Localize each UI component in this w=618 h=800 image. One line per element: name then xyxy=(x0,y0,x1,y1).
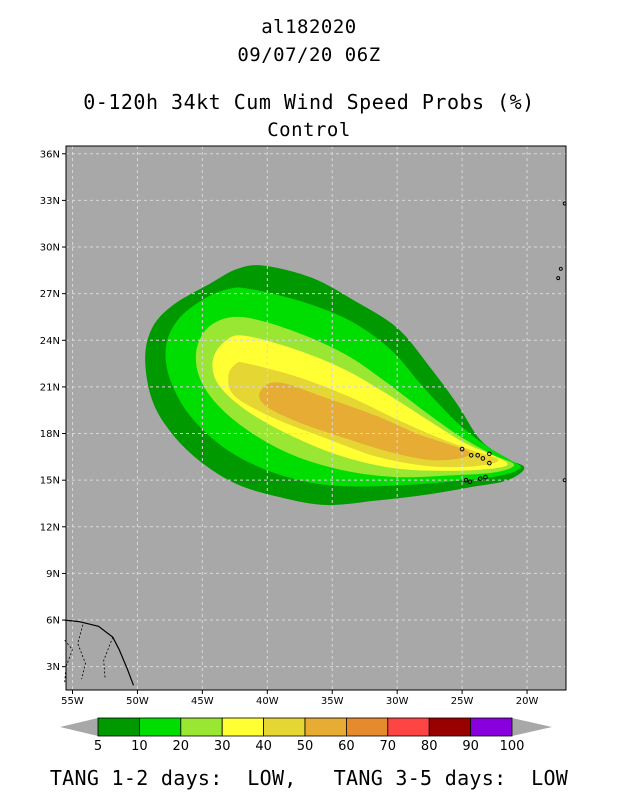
colorbar-label: 100 xyxy=(500,739,525,754)
canary-island xyxy=(556,276,561,281)
x-tick-label: 35W xyxy=(321,696,344,707)
colorbar-swatch xyxy=(470,717,513,737)
x-tick-label: 40W xyxy=(256,696,279,707)
tang-footer: TANG 1-2 days: LOW, TANG 3-5 days: LOW xyxy=(49,766,569,790)
colorbar-swatch xyxy=(221,717,264,737)
island-cabo-verde xyxy=(467,479,473,485)
island-cabo-verde xyxy=(477,476,483,481)
colorbar-swatch xyxy=(428,717,472,737)
x-tick-label: 55W xyxy=(61,696,84,707)
colorbar-swatch xyxy=(97,717,140,737)
product-title: 0-120h 34kt Cum Wind Speed Probs (%) xyxy=(83,90,535,114)
map-chart: 3N 6N 9N 12N 15N 18N 21N 24N 27N 30N 33N 36N 55W 50W 4… xyxy=(40,145,567,754)
x-tick-label: 50W xyxy=(126,696,149,707)
y-tick-label: 33N xyxy=(40,196,60,207)
colorbar-label: 40 xyxy=(255,739,272,754)
y-tick-label: 6N xyxy=(46,616,60,627)
country-border xyxy=(77,624,86,680)
country-border xyxy=(64,640,73,683)
y-tick-label: 15N xyxy=(40,476,60,487)
colorbar-low-arrow xyxy=(60,718,98,736)
island-cabo-verde xyxy=(463,477,469,483)
island-cabo-verde xyxy=(468,453,474,458)
colorbar-label: 10 xyxy=(131,739,148,754)
island-cabo-verde xyxy=(459,446,465,452)
colorbar-label: 30 xyxy=(214,739,231,754)
country-border xyxy=(103,637,114,678)
colorbar-swatch xyxy=(180,717,223,737)
datetime-title: 09/07/20 06Z xyxy=(237,44,381,66)
prob-contour-50 xyxy=(259,382,471,461)
island-cabo-verde xyxy=(475,453,480,458)
plot-frame xyxy=(65,145,567,691)
y-tick-label: 36N xyxy=(40,149,60,160)
colorbar-label: 80 xyxy=(421,739,438,754)
colorbar-high-arrow xyxy=(512,718,552,736)
y-tick-label: 3N xyxy=(46,662,60,673)
x-tick-label: 25W xyxy=(451,696,474,707)
island-cabo-verde xyxy=(487,460,492,466)
colorbar-label: 70 xyxy=(380,739,397,754)
colorbar-swatch xyxy=(345,717,389,737)
island-cabo-verde xyxy=(487,451,492,457)
colorbar-label: 90 xyxy=(462,739,479,754)
x-tick-label: 20W xyxy=(516,696,539,707)
island-cabo-verde xyxy=(483,474,488,480)
colorbar-label: 5 xyxy=(94,739,102,754)
colorbar-swatch xyxy=(138,717,182,737)
y-tick-label: 30N xyxy=(40,243,60,254)
colorbar-label: 60 xyxy=(338,739,355,754)
run-title: Control xyxy=(267,119,351,141)
canary-island xyxy=(558,266,563,271)
island-cabo-verde xyxy=(480,456,486,461)
y-tick-label: 21N xyxy=(40,382,60,393)
colorbar-swatch xyxy=(263,717,306,737)
y-tick-label: 9N xyxy=(46,569,60,580)
x-tick-label: 30W xyxy=(386,696,409,707)
colorbar-swatch xyxy=(304,717,347,737)
y-tick-label: 18N xyxy=(40,429,60,440)
y-tick-label: 24N xyxy=(40,336,60,347)
storm-id-title: al182020 xyxy=(261,16,357,38)
colorbar-label: 20 xyxy=(173,739,190,754)
y-tick-label: 27N xyxy=(40,289,60,300)
y-tick-label: 12N xyxy=(40,522,60,533)
x-tick-label: 45W xyxy=(191,696,214,707)
colorbar-label: 50 xyxy=(297,739,314,754)
colorbar-swatch xyxy=(387,717,430,737)
